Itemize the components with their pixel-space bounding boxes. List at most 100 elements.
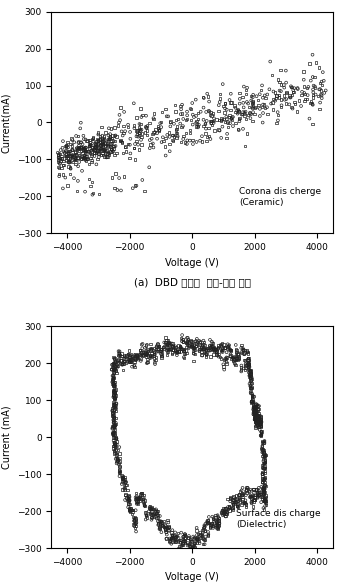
Point — [100, 139, 105, 149]
Point — [200, 529, 205, 538]
Point — [193, 122, 199, 131]
Point — [260, 493, 265, 502]
Point — [236, 496, 241, 505]
Point — [253, 416, 259, 425]
Point — [96, 136, 101, 146]
Point — [248, 376, 254, 385]
Point — [216, 521, 221, 530]
Point — [111, 438, 117, 447]
Point — [249, 373, 255, 382]
Point — [57, 150, 63, 159]
Point — [126, 503, 131, 512]
Point — [95, 128, 101, 137]
Point — [194, 534, 200, 543]
Point — [172, 537, 178, 546]
Point — [188, 104, 193, 114]
Point — [258, 413, 263, 422]
Point — [259, 427, 264, 437]
Point — [111, 365, 117, 374]
Point — [137, 131, 142, 141]
Point — [222, 99, 228, 108]
Point — [317, 98, 323, 107]
Point — [105, 147, 111, 156]
Point — [79, 143, 84, 152]
Point — [106, 135, 111, 144]
Point — [91, 137, 96, 146]
Point — [177, 342, 182, 351]
Point — [211, 342, 216, 352]
Point — [186, 531, 192, 540]
Point — [180, 540, 185, 550]
Point — [178, 535, 183, 545]
Point — [198, 107, 203, 117]
Point — [150, 514, 155, 523]
Point — [110, 147, 116, 156]
Point — [260, 118, 265, 127]
Point — [211, 350, 216, 359]
Point — [202, 340, 208, 350]
Point — [113, 365, 119, 374]
Point — [113, 419, 118, 429]
Point — [110, 409, 116, 418]
Point — [144, 511, 149, 521]
Point — [220, 507, 226, 517]
Point — [112, 429, 117, 438]
Point — [253, 401, 258, 410]
Point — [187, 136, 193, 145]
Point — [216, 115, 222, 125]
Point — [260, 451, 265, 461]
Point — [125, 357, 130, 367]
Point — [262, 459, 267, 468]
Point — [56, 150, 61, 159]
Point — [175, 132, 180, 141]
Point — [111, 143, 117, 153]
Point — [159, 521, 165, 530]
Point — [256, 490, 261, 499]
Point — [245, 129, 250, 138]
Point — [157, 517, 162, 526]
Point — [153, 512, 159, 522]
Point — [198, 533, 204, 543]
Point — [237, 493, 242, 502]
Point — [164, 340, 170, 349]
Point — [166, 339, 171, 348]
Point — [155, 510, 160, 519]
Point — [187, 128, 193, 138]
Point — [257, 419, 263, 429]
Point — [175, 347, 180, 356]
Point — [119, 356, 124, 366]
Point — [248, 373, 253, 382]
Point — [122, 475, 127, 484]
Point — [255, 491, 260, 501]
Point — [112, 422, 118, 431]
Point — [188, 336, 193, 345]
Point — [221, 504, 226, 513]
Point — [226, 502, 232, 511]
Point — [82, 187, 88, 196]
Point — [113, 448, 118, 458]
Point — [209, 519, 214, 529]
Point — [275, 116, 281, 125]
Point — [253, 484, 259, 494]
Point — [153, 505, 158, 515]
Point — [90, 133, 96, 142]
Point — [250, 395, 255, 405]
Point — [103, 146, 108, 155]
Point — [151, 504, 156, 514]
Point — [185, 340, 190, 349]
Point — [290, 87, 296, 96]
Point — [210, 338, 215, 347]
Point — [223, 506, 228, 515]
Point — [117, 449, 122, 458]
Point — [144, 350, 150, 360]
Point — [181, 353, 187, 362]
Point — [151, 350, 157, 359]
Point — [218, 341, 224, 350]
Point — [106, 131, 111, 140]
Point — [115, 350, 121, 360]
Point — [126, 349, 131, 359]
Point — [155, 124, 161, 133]
Point — [251, 397, 256, 406]
Point — [223, 354, 229, 363]
Point — [262, 438, 267, 448]
